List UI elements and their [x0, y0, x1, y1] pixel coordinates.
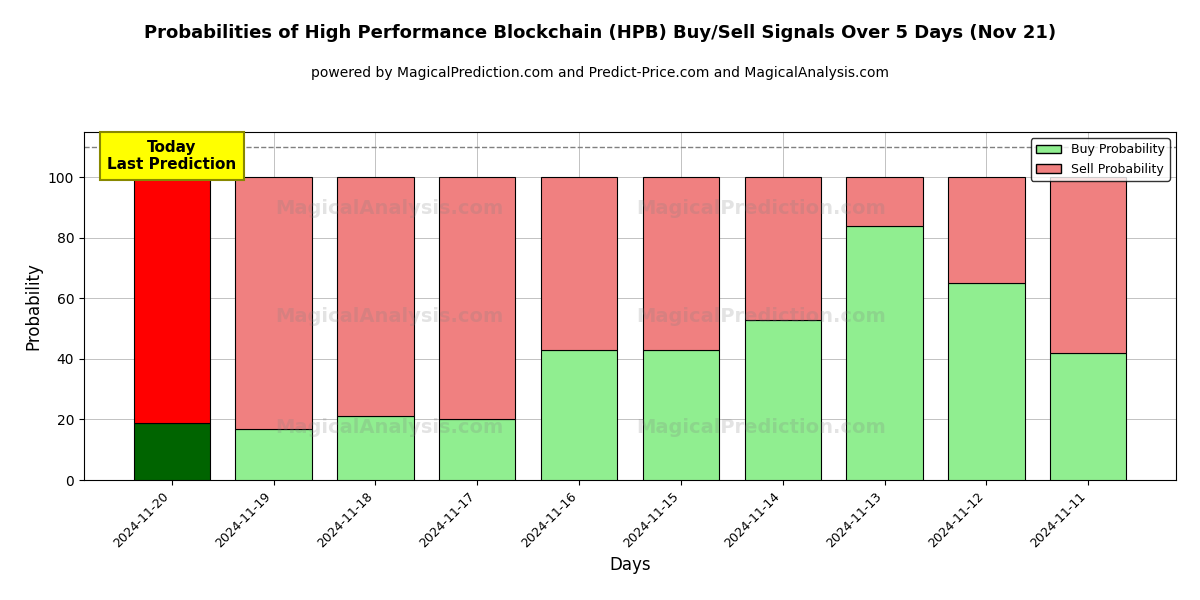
Bar [744, 178, 821, 320]
Text: MagicalAnalysis.com: MagicalAnalysis.com [276, 418, 504, 437]
Bar [337, 416, 414, 480]
Bar [133, 178, 210, 422]
Legend: Buy Probability, Sell Probability: Buy Probability, Sell Probability [1031, 138, 1170, 181]
Bar [439, 419, 516, 480]
Y-axis label: Probability: Probability [24, 262, 42, 350]
Bar [235, 428, 312, 480]
Text: MagicalPrediction.com: MagicalPrediction.com [636, 418, 886, 437]
Bar [846, 226, 923, 480]
Bar [1050, 178, 1127, 353]
Bar [744, 320, 821, 480]
Bar [846, 178, 923, 226]
Bar [948, 283, 1025, 480]
Bar [337, 178, 414, 416]
Text: MagicalPrediction.com: MagicalPrediction.com [636, 307, 886, 326]
Bar [541, 350, 617, 480]
Bar [235, 178, 312, 428]
Text: MagicalPrediction.com: MagicalPrediction.com [636, 199, 886, 218]
Bar [133, 422, 210, 480]
Text: MagicalAnalysis.com: MagicalAnalysis.com [276, 307, 504, 326]
Bar [439, 178, 516, 419]
Bar [643, 350, 719, 480]
Text: MagicalAnalysis.com: MagicalAnalysis.com [276, 199, 504, 218]
X-axis label: Days: Days [610, 556, 650, 574]
Bar [643, 178, 719, 350]
Text: powered by MagicalPrediction.com and Predict-Price.com and MagicalAnalysis.com: powered by MagicalPrediction.com and Pre… [311, 66, 889, 80]
Bar [1050, 353, 1127, 480]
Bar [541, 178, 617, 350]
Bar [948, 178, 1025, 283]
Text: Today
Last Prediction: Today Last Prediction [107, 140, 236, 172]
Text: Probabilities of High Performance Blockchain (HPB) Buy/Sell Signals Over 5 Days : Probabilities of High Performance Blockc… [144, 24, 1056, 42]
